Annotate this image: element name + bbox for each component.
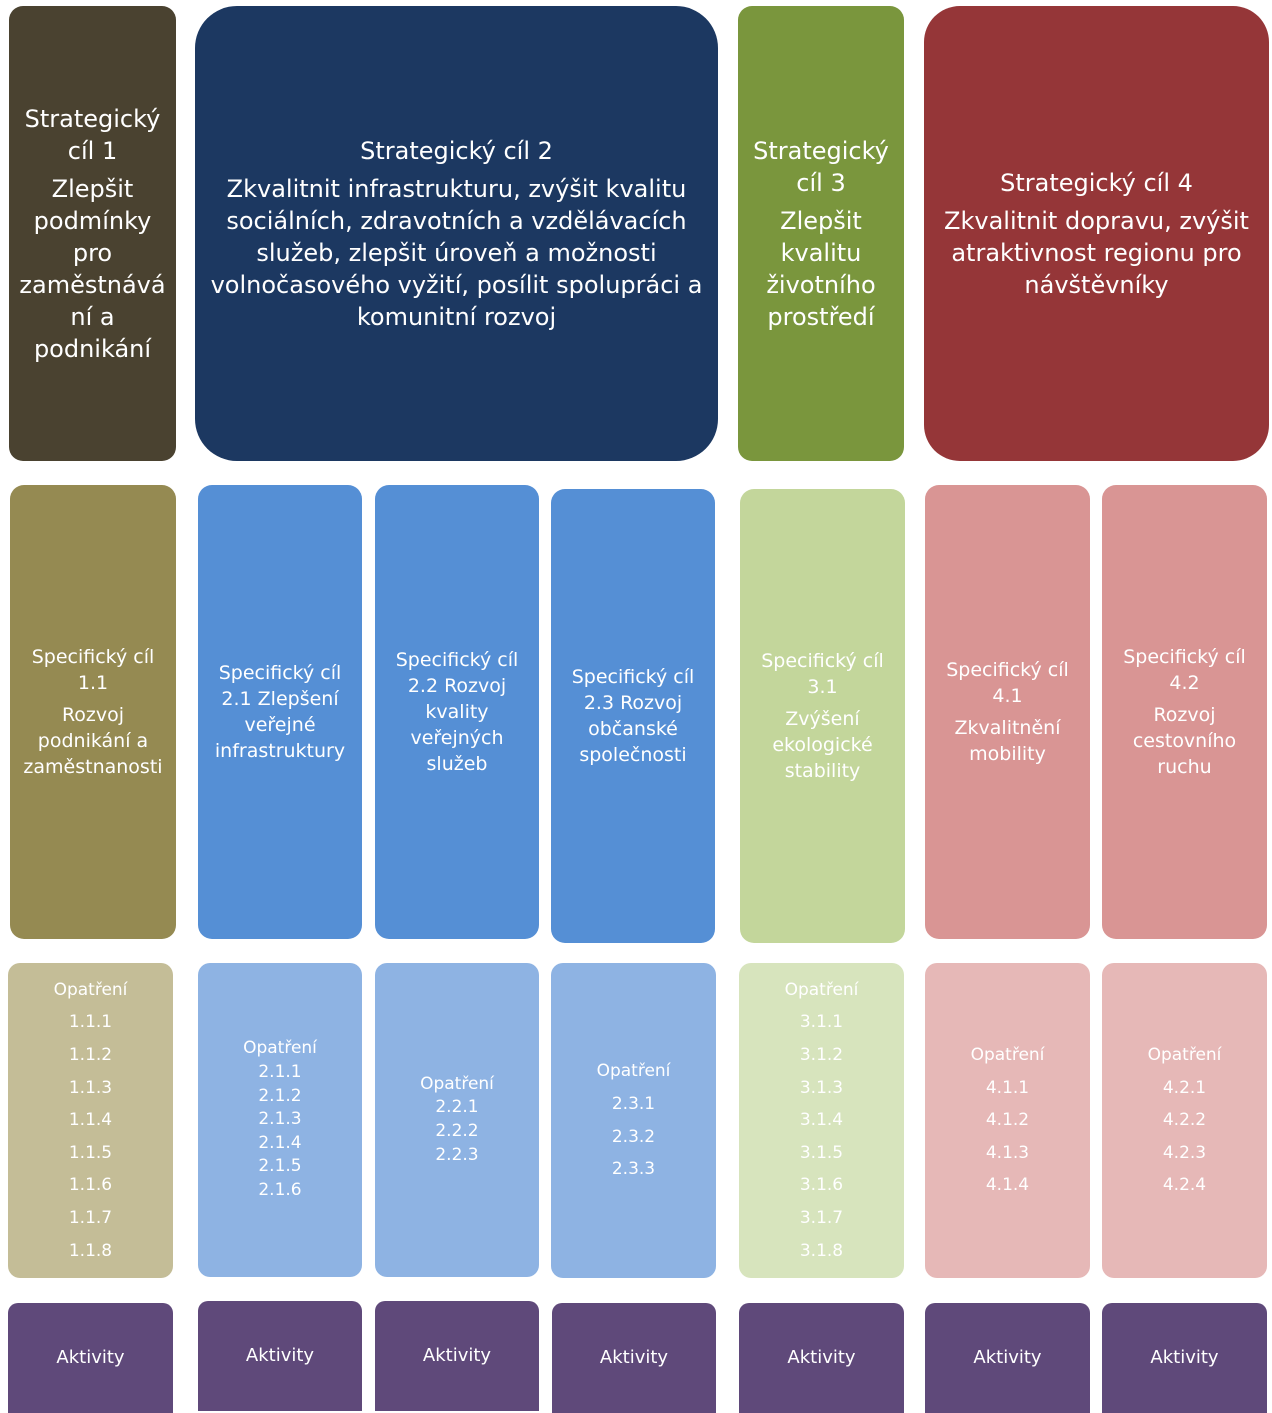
strategic-goal-1-text: Zlepšit podmínky pro zaměstnává ní a pod… xyxy=(19,174,166,363)
measures-heading: Opatření xyxy=(784,979,859,1000)
specific-goal-3-1: Specifický cíl 3.1 Zvýšení ekologické st… xyxy=(740,489,905,943)
measure-item: 2.3.1 xyxy=(611,1093,656,1114)
specific-goal-4-1-text: Zkvalitnění mobility xyxy=(954,717,1061,765)
measures-2-2: Opatření 2.2.1 2.2.2 2.2.3 xyxy=(375,963,539,1277)
strategic-goal-4: Strategický cíl 4 Zkvalitnit dopravu, zv… xyxy=(924,6,1269,461)
specific-goal-3-1-text: Zvýšení ekologické stability xyxy=(772,708,873,782)
measure-item: 3.1.5 xyxy=(799,1142,844,1163)
measures-heading: Opatření xyxy=(1147,1045,1222,1066)
specific-goal-2-2-title: Specifický cíl 2.2 Rozvoj kvality veřejn… xyxy=(395,649,519,775)
measure-item: 2.2.2 xyxy=(435,1121,479,1141)
measures-2-1: Opatření 2.1.1 2.1.2 2.1.3 2.1.4 2.1.5 2… xyxy=(198,963,362,1277)
measure-item: 4.1.4 xyxy=(985,1175,1030,1196)
measures-heading: Opatření xyxy=(243,1038,317,1059)
measure-item: 3.1.6 xyxy=(799,1175,844,1196)
specific-goal-2-2: Specifický cíl 2.2 Rozvoj kvality veřejn… xyxy=(375,485,539,939)
measure-item: 2.3.2 xyxy=(611,1126,656,1147)
measure-item: 4.2.1 xyxy=(1162,1077,1207,1098)
measures-heading: Opatření xyxy=(596,1061,671,1082)
measure-item: 4.1.3 xyxy=(985,1142,1030,1163)
activities-2-3: Aktivity xyxy=(552,1303,716,1413)
measure-item: 2.1.5 xyxy=(258,1156,302,1177)
specific-goal-4-2: Specifický cíl 4.2 Rozvoj cestovního ruc… xyxy=(1102,485,1267,939)
measure-item: 1.1.2 xyxy=(68,1045,113,1066)
strategic-goal-3: Strategický cíl 3 Zlepšit kvalitu životn… xyxy=(738,6,904,461)
measures-1-1: Opatření 1.1.1 1.1.2 1.1.3 1.1.4 1.1.5 1… xyxy=(8,963,173,1278)
specific-goal-1-1: Specifický cíl 1.1 Rozvoj podnikání a za… xyxy=(10,485,176,939)
measure-item: 3.1.8 xyxy=(799,1240,844,1261)
measures-4-2: Opatření 4.2.1 4.2.2 4.2.3 4.2.4 xyxy=(1102,963,1267,1278)
activities-3-1: Aktivity xyxy=(739,1303,904,1413)
activities-1-1: Aktivity xyxy=(8,1303,173,1413)
measure-item: 1.1.8 xyxy=(68,1240,113,1261)
measure-item: 1.1.1 xyxy=(68,1012,113,1033)
measures-heading: Opatření xyxy=(53,979,128,1000)
strategic-goal-1: Strategický cíl 1 Zlepšit podmínky pro z… xyxy=(9,6,176,461)
specific-goal-1-1-text: Rozvoj podnikání a zaměstnanosti xyxy=(23,704,163,778)
specific-goal-2-3-title: Specifický cíl 2.3 Rozvoj občanské spole… xyxy=(571,666,695,766)
measure-item: 3.1.2 xyxy=(799,1045,844,1066)
strategic-goal-3-text: Zlepšit kvalitu životního prostředí xyxy=(766,206,876,331)
activities-4-1: Aktivity xyxy=(925,1303,1090,1413)
measure-item: 3.1.4 xyxy=(799,1110,844,1131)
specific-goal-2-1: Specifický cíl 2.1 Zlepšení veřejné infr… xyxy=(198,485,362,939)
specific-goal-4-1-title: Specifický cíl 4.1 xyxy=(946,659,1069,707)
strategic-goal-2-text: Zkvalitnit infrastrukturu, zvýšit kvalit… xyxy=(210,174,703,331)
measures-3-1: Opatření 3.1.1 3.1.2 3.1.3 3.1.4 3.1.5 3… xyxy=(739,963,904,1278)
measures-2-3: Opatření 2.3.1 2.3.2 2.3.3 xyxy=(551,963,716,1278)
measures-4-1: Opatření 4.1.1 4.1.2 4.1.3 4.1.4 xyxy=(925,963,1090,1278)
strategic-goal-2-title: Strategický cíl 2 xyxy=(360,136,553,165)
specific-goal-2-1-title: Specifický cíl 2.1 Zlepšení veřejné infr… xyxy=(214,662,346,762)
strategic-goal-4-title: Strategický cíl 4 xyxy=(1000,168,1193,197)
activities-2-2: Aktivity xyxy=(375,1301,539,1411)
specific-goal-4-2-title: Specifický cíl 4.2 xyxy=(1123,646,1246,694)
measure-item: 4.1.2 xyxy=(985,1110,1030,1131)
measure-item: 2.1.6 xyxy=(258,1179,302,1200)
activities-2-1: Aktivity xyxy=(198,1301,362,1411)
measure-item: 2.1.4 xyxy=(258,1132,302,1153)
specific-goal-4-1: Specifický cíl 4.1 Zkvalitnění mobility xyxy=(925,485,1090,939)
measure-item: 3.1.1 xyxy=(799,1012,844,1033)
measure-item: 4.2.4 xyxy=(1162,1175,1207,1196)
measures-heading: Opatření xyxy=(970,1045,1045,1066)
measure-item: 1.1.7 xyxy=(68,1207,113,1228)
strategic-goal-3-title: Strategický cíl 3 xyxy=(753,136,889,197)
measure-item: 1.1.4 xyxy=(68,1110,113,1131)
measure-item: 2.2.3 xyxy=(435,1144,479,1165)
measure-item: 1.1.3 xyxy=(68,1077,113,1098)
activities-4-2: Aktivity xyxy=(1102,1303,1267,1413)
strategic-goal-4-text: Zkvalitnit dopravu, zvýšit atraktivnost … xyxy=(944,206,1249,299)
measure-item: 4.2.3 xyxy=(1162,1142,1207,1163)
specific-goal-3-1-title: Specifický cíl 3.1 xyxy=(761,650,884,698)
strategic-goal-2: Strategický cíl 2 Zkvalitnit infrastrukt… xyxy=(195,6,718,461)
measure-item: 4.2.2 xyxy=(1162,1110,1207,1131)
measures-heading: Opatření xyxy=(420,1073,494,1094)
measure-item: 2.3.3 xyxy=(611,1159,656,1180)
strategic-goal-1-title: Strategický cíl 1 xyxy=(24,104,161,165)
measure-item: 2.2.1 xyxy=(435,1097,479,1118)
measure-item: 3.1.7 xyxy=(799,1207,844,1228)
specific-goal-2-3: Specifický cíl 2.3 Rozvoj občanské spole… xyxy=(551,489,715,943)
specific-goal-4-2-text: Rozvoj cestovního ruchu xyxy=(1132,704,1237,778)
measure-item: 2.1.3 xyxy=(258,1109,302,1130)
measure-item: 3.1.3 xyxy=(799,1077,844,1098)
measure-item: 1.1.6 xyxy=(68,1175,113,1196)
measure-item: 4.1.1 xyxy=(985,1077,1030,1098)
measure-item: 2.1.2 xyxy=(258,1085,302,1106)
measure-item: 1.1.5 xyxy=(68,1142,113,1163)
specific-goal-1-1-title: Specifický cíl 1.1 xyxy=(31,646,155,694)
measure-item: 2.1.1 xyxy=(258,1062,302,1083)
